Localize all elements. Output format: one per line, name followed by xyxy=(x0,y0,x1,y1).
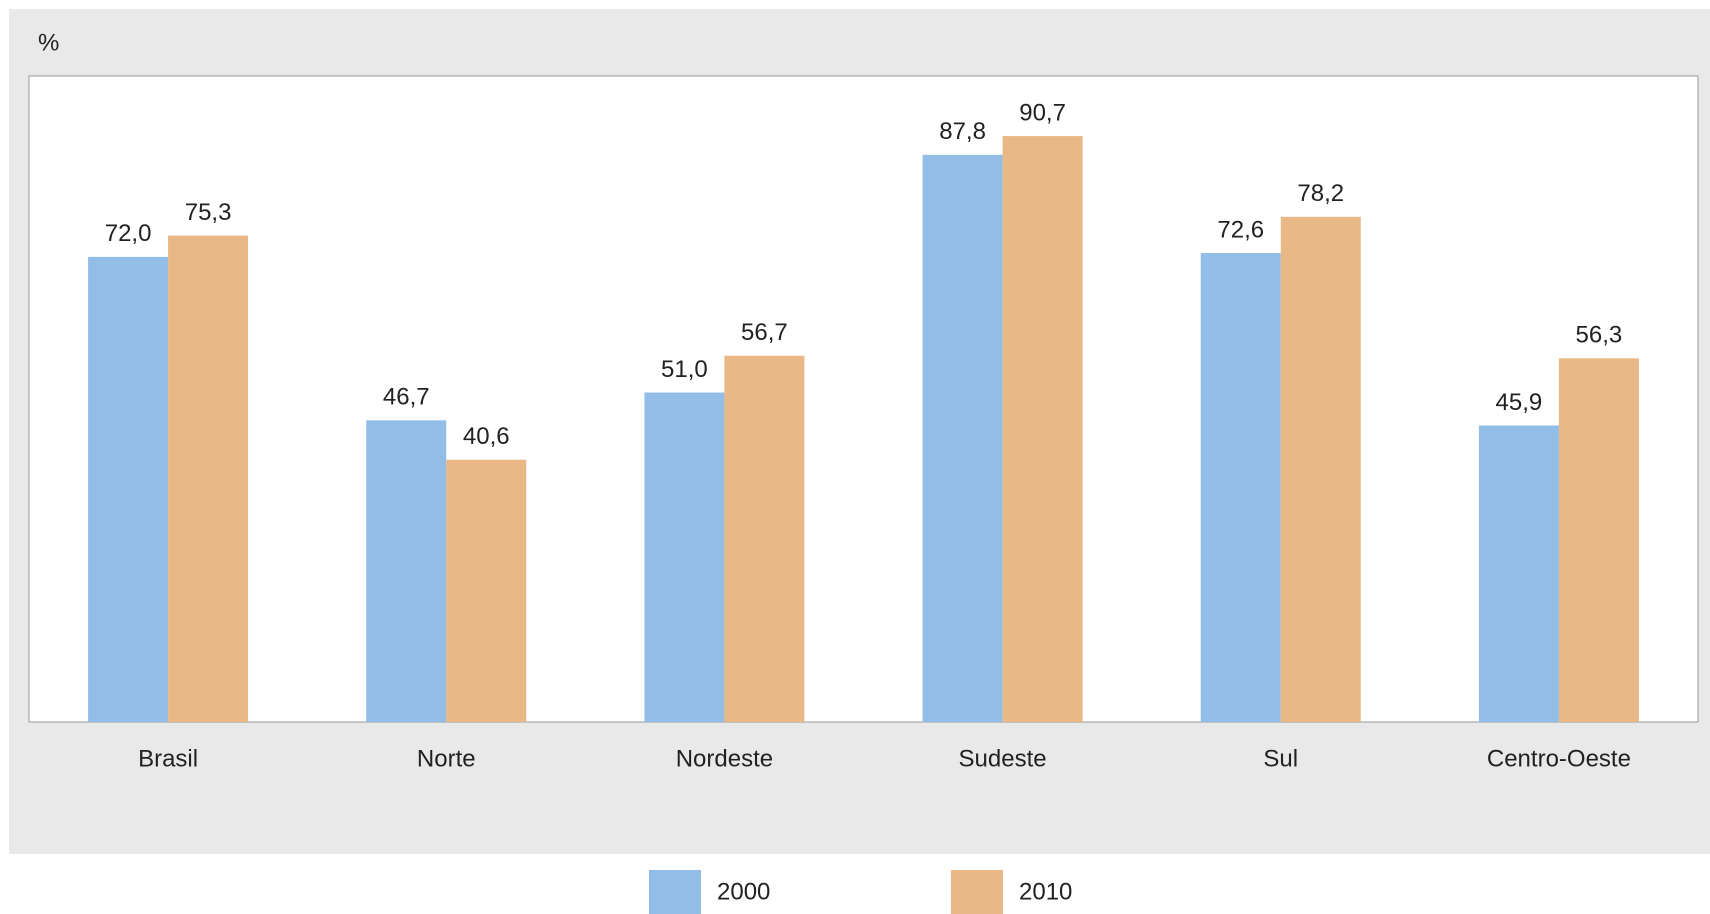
value-label: 75,3 xyxy=(185,199,232,226)
value-label: 72,0 xyxy=(105,220,152,247)
bar xyxy=(1280,216,1361,722)
value-label: 87,8 xyxy=(939,118,986,145)
value-label: 46,7 xyxy=(383,384,430,411)
legend-label: 2010 xyxy=(1019,878,1072,905)
bar xyxy=(88,256,169,722)
bar xyxy=(1002,136,1083,722)
bar xyxy=(1558,358,1639,722)
x-tick-label: Centro-Oeste xyxy=(1487,745,1631,772)
bar xyxy=(446,459,527,722)
bar xyxy=(724,355,805,722)
legend-swatch xyxy=(951,870,1003,914)
bar xyxy=(1478,425,1559,722)
legend-label: 2000 xyxy=(717,878,770,905)
value-label: 56,7 xyxy=(741,319,788,346)
y-axis-label: % xyxy=(38,29,59,56)
value-label: 51,0 xyxy=(661,356,708,383)
plot-area xyxy=(28,75,1699,723)
bar xyxy=(644,392,725,722)
bar xyxy=(168,235,249,722)
value-label: 56,3 xyxy=(1576,322,1623,349)
value-label: 72,6 xyxy=(1217,216,1264,243)
bar xyxy=(366,420,447,722)
x-tick-label: Norte xyxy=(417,745,476,772)
x-tick-label: Sudeste xyxy=(959,745,1047,772)
value-label: 78,2 xyxy=(1297,180,1344,207)
legend-swatch xyxy=(649,870,701,914)
x-tick-label: Brasil xyxy=(138,745,198,772)
x-tick-label: Nordeste xyxy=(676,745,773,772)
bar xyxy=(1200,253,1281,722)
value-label: 40,6 xyxy=(463,423,510,450)
x-tick-label: Sul xyxy=(1263,745,1298,772)
value-label: 90,7 xyxy=(1019,99,1066,126)
value-label: 45,9 xyxy=(1496,389,1543,416)
bar xyxy=(922,154,1003,722)
